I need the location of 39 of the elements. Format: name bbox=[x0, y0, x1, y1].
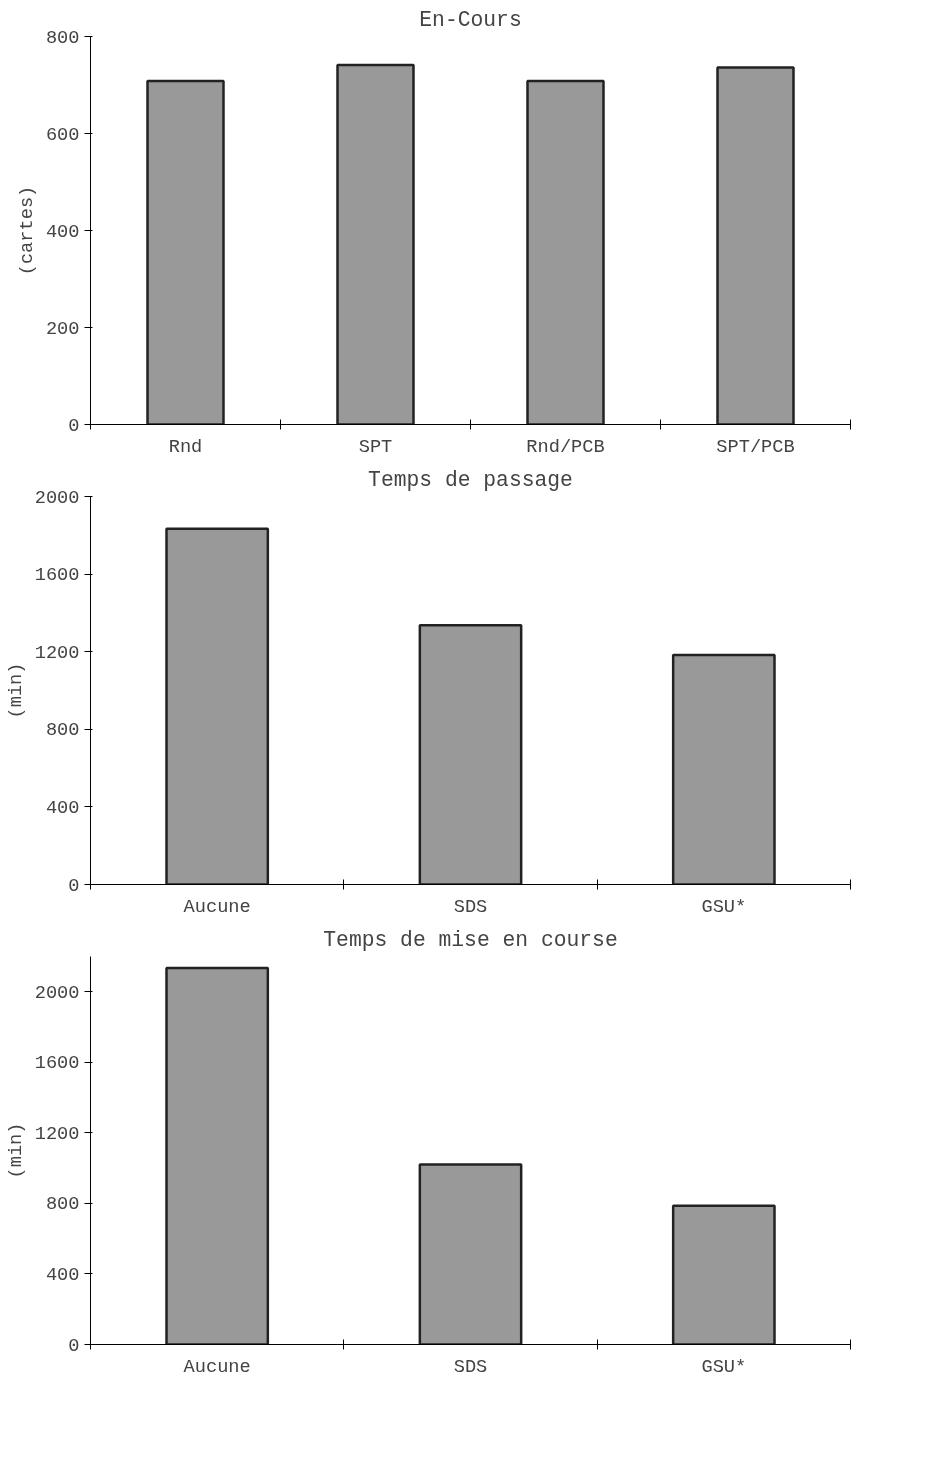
bar bbox=[418, 624, 523, 885]
x-tick-label: GSU* bbox=[701, 895, 747, 918]
y-tick-label: 2000 bbox=[34, 981, 80, 1004]
bar bbox=[671, 653, 776, 885]
x-tick-label: SDS bbox=[453, 895, 488, 918]
y-tick-label: 400 bbox=[45, 796, 80, 819]
y-tick-label: 0 bbox=[68, 874, 80, 897]
bar bbox=[418, 1163, 523, 1345]
y-tick-label: 1200 bbox=[34, 641, 80, 664]
x-tick-label: SPT/PCB bbox=[716, 435, 795, 458]
x-tick-label: Aucune bbox=[183, 895, 251, 918]
bar bbox=[165, 527, 270, 885]
y-tick-label: 200 bbox=[45, 317, 80, 340]
x-tick-label: SPT bbox=[358, 435, 393, 458]
bar bbox=[671, 1204, 776, 1345]
x-tick-label: Aucune bbox=[183, 1355, 251, 1378]
chart-title: En-Cours bbox=[419, 7, 522, 32]
y-tick-label: 0 bbox=[68, 1334, 80, 1357]
chart-title: Temps de mise en course bbox=[323, 927, 618, 952]
y-tick-label: 1600 bbox=[34, 564, 80, 587]
x-tick-label: Rnd bbox=[168, 435, 203, 458]
y-tick-label: 2000 bbox=[34, 486, 80, 509]
x-tick-label: SDS bbox=[453, 1355, 488, 1378]
y-tick-label: 800 bbox=[45, 26, 80, 49]
y-tick-label: 0 bbox=[68, 414, 80, 437]
y-tick-label: 1200 bbox=[34, 1122, 80, 1145]
y-tick-label: 800 bbox=[45, 719, 80, 742]
chart-title: Temps de passage bbox=[368, 467, 573, 492]
y-axis-title: (cartes) bbox=[15, 185, 38, 276]
y-tick-label: 800 bbox=[45, 1193, 80, 1216]
x-tick-label: GSU* bbox=[701, 1355, 747, 1378]
y-tick-label: 600 bbox=[45, 123, 80, 146]
y-axis-title: (min) bbox=[4, 1122, 27, 1179]
y-tick-label: 400 bbox=[45, 1263, 80, 1286]
bar bbox=[165, 966, 270, 1345]
y-axis-title: (min) bbox=[4, 662, 27, 719]
x-tick-label: Rnd/PCB bbox=[526, 435, 605, 458]
y-tick-label: 1600 bbox=[34, 1052, 80, 1075]
y-tick-label: 400 bbox=[45, 220, 80, 243]
